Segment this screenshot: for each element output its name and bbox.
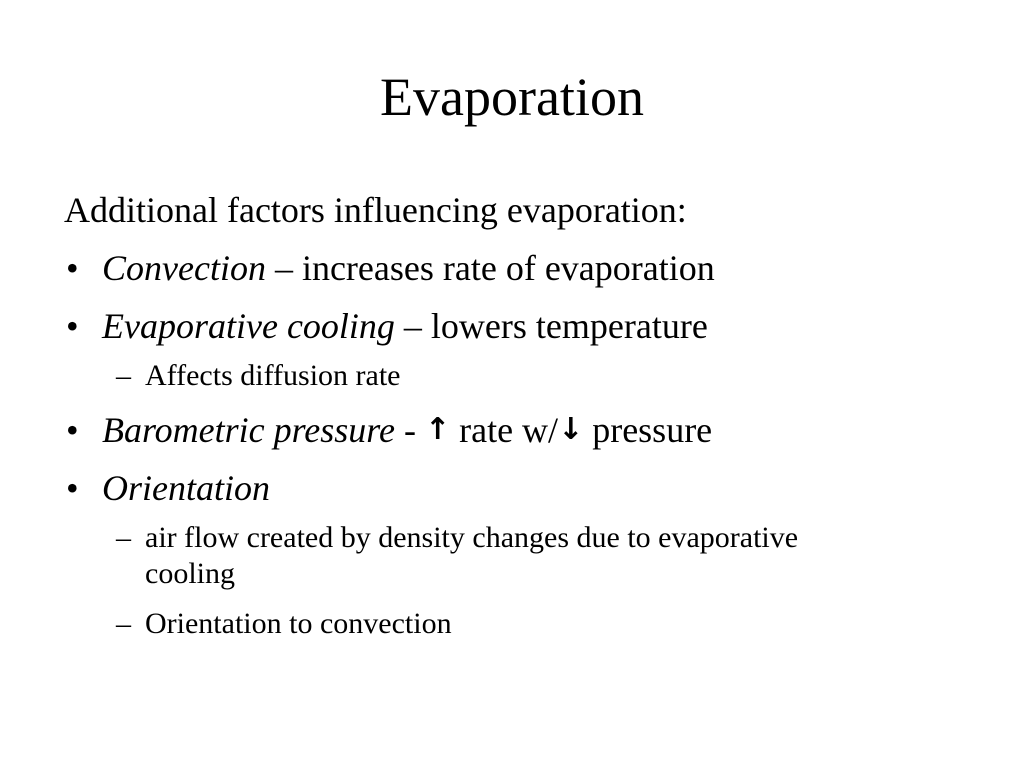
bullet-icon: • — [66, 306, 79, 346]
dash-icon: – — [116, 359, 131, 392]
bullet-item-convection: • Convection – increases rate of evapora… — [64, 246, 964, 290]
bullet-icon: • — [66, 468, 79, 508]
sub-item-orientation-to-convection: – Orientation to convection — [64, 606, 964, 642]
bullet-term: Evaporative cooling — [102, 306, 395, 346]
slide-body: Additional factors influencing evaporati… — [64, 188, 964, 656]
bullet-separator: – — [394, 306, 431, 346]
intro-text: Additional factors influencing evaporati… — [64, 190, 687, 230]
sub-item-text: Affects diffusion rate — [145, 359, 401, 392]
bullet-separator: – — [265, 248, 302, 288]
bullet-icon: • — [66, 410, 79, 450]
bullet-item-barometric-pressure: • Barometric pressure - ↑ rate w/↓ press… — [64, 408, 964, 452]
down-arrow-icon: ↓ — [558, 412, 584, 447]
bullet-separator: - — [394, 410, 425, 450]
bullet-text: lowers temperature — [430, 306, 708, 346]
sub-item-text: Orientation to convection — [145, 607, 452, 640]
up-arrow-icon: ↑ — [424, 412, 451, 447]
bullet-text: pressure — [583, 410, 713, 450]
bullet-text: rate w/ — [450, 410, 559, 450]
slide-title: Evaporation — [380, 67, 644, 127]
bullet-text: increases rate of evaporation — [301, 248, 715, 288]
bullet-term: Convection — [102, 248, 266, 288]
bullet-item-orientation: • Orientation — [64, 466, 964, 510]
dash-icon: – — [116, 521, 131, 554]
bullet-term: Orientation — [102, 468, 270, 508]
sub-item-text: air flow created by density changes due … — [145, 521, 799, 590]
sub-item-affects-diffusion: – Affects diffusion rate — [64, 358, 964, 394]
bullet-item-evaporative-cooling: • Evaporative cooling – lowers temperatu… — [64, 304, 964, 348]
sub-item-air-flow: – air flow created by density changes du… — [64, 520, 885, 592]
bullet-term: Barometric pressure — [102, 410, 395, 450]
dash-icon: – — [116, 607, 131, 640]
bullet-icon: • — [66, 248, 79, 288]
